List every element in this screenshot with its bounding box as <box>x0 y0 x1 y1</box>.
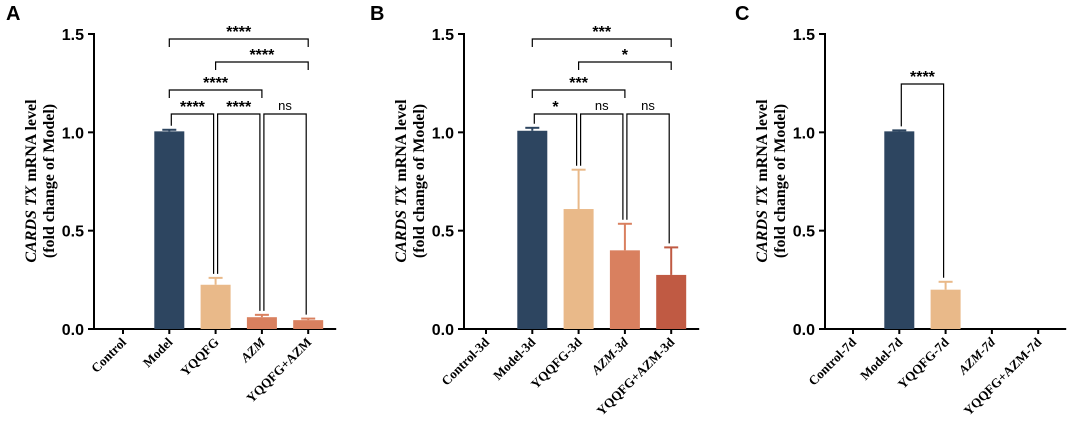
panel-0-sig-bracket-0 <box>168 38 309 47</box>
panel-0-sig-label-0: **** <box>226 24 252 41</box>
panel-1-sig-label-0: *** <box>592 24 611 41</box>
panel-1-sig-label-4: ns <box>595 98 609 113</box>
panel-1-bar-3 <box>609 250 640 329</box>
panel-1-ytick-label-0: 0.0 <box>432 322 454 339</box>
panel-1-xtick-label-1: Model-3d <box>490 334 539 383</box>
panel-1-xtick-label-2: YQQFG-3d <box>528 334 586 392</box>
panel-2-xtick-label-3: AZM-7d <box>955 334 999 378</box>
panel-2-ytick-label-2: 1.0 <box>793 125 815 142</box>
panel-0-sig-label-1: **** <box>249 47 275 64</box>
panel-2-sig-bracket-0 <box>900 83 945 278</box>
panel-0-bar-1 <box>154 131 185 329</box>
panel-1-sig-label-1: * <box>622 47 629 64</box>
panel-0-bar-4 <box>293 320 324 329</box>
panel-0-sig-bracket-3 <box>170 113 215 274</box>
panel-2-bar-2 <box>930 289 961 329</box>
panel-0-sig-label-3: **** <box>180 99 206 116</box>
panel-0-sig-label-5: ns <box>278 98 292 113</box>
panel-2-xtick-label-0: Control-7d <box>805 334 859 388</box>
panel-0-xtick-label-2: YQQFG <box>177 335 221 379</box>
panel-1-sig-bracket-5 <box>626 113 670 244</box>
panel-2-ylabel: CARDS TX mRNA level <box>754 99 771 263</box>
panel-2-letter: C <box>735 3 749 25</box>
panel-1-xtick-label-4: YQQFG+AZM-3d <box>594 334 678 418</box>
panel-1-letter: B <box>370 3 384 25</box>
panel-1-bar-1 <box>517 130 548 329</box>
panel-0-xtick-label-3: AZM <box>237 334 269 366</box>
panel-2-ytick-label-1: 0.5 <box>793 224 815 241</box>
panel-1-ytick-label-1: 0.5 <box>432 224 454 241</box>
panel-0-sig-bracket-5 <box>263 113 307 315</box>
panel-0-ytick-label-2: 1.0 <box>62 125 84 142</box>
panel-2-ylabel-2: (fold change of Model) <box>772 104 789 258</box>
panel-0-xtick-label-0: Control <box>88 334 129 375</box>
panel-0-sig-label-2: **** <box>203 75 229 92</box>
panel-1-xtick-label-3: AZM-3d <box>588 334 632 378</box>
panel-0-sig-bracket-2 <box>168 89 263 98</box>
panel-1-sig-label-3: * <box>552 99 559 116</box>
panel-0-xtick-label-1: Model <box>140 334 176 370</box>
panel-2-xtick-label-2: YQQFG-7d <box>895 334 953 392</box>
panel-1-bar-4 <box>656 274 687 329</box>
panel-1-sig-label-2: *** <box>569 75 588 92</box>
panel-1-sig-bracket-0 <box>531 38 672 47</box>
panel-1-sig-bracket-1 <box>578 61 672 70</box>
panel-0-ylabel: CARDS TX mRNA level <box>23 99 40 263</box>
panel-1-ylabel-2: (fold change of Model) <box>411 104 428 258</box>
panel-2-ytick-label-3: 1.5 <box>793 27 815 44</box>
panel-0-ytick-label-0: 0.0 <box>62 322 84 339</box>
panel-0-sig-bracket-1 <box>215 61 309 70</box>
panel-1-sig-label-5: ns <box>641 98 655 113</box>
panel-0-bar-2 <box>200 284 231 329</box>
panel-1-ytick-label-3: 1.5 <box>432 27 454 44</box>
panel-1-sig-bracket-4 <box>580 113 624 220</box>
panel-1-bar-2 <box>563 209 594 329</box>
panel-0-sig-bracket-4 <box>217 113 261 311</box>
panel-0-ytick-label-1: 0.5 <box>62 224 84 241</box>
panel-2-sig-label-0: **** <box>910 69 936 86</box>
panel-0-ytick-label-3: 1.5 <box>62 27 84 44</box>
panel-1-xtick-label-0: Control-3d <box>438 334 492 388</box>
panel-1-sig-bracket-2 <box>531 89 626 98</box>
panel-2-xtick-label-1: Model-7d <box>857 334 906 383</box>
panel-0-bar-3 <box>246 317 277 329</box>
panel-2-bar-1 <box>884 131 915 329</box>
panel-0-ylabel-2: (fold change of Model) <box>41 104 58 258</box>
panel-1-ytick-label-2: 1.0 <box>432 125 454 142</box>
panel-1-ylabel: CARDS TX mRNA level <box>393 99 410 263</box>
panel-2-ytick-label-0: 0.0 <box>793 322 815 339</box>
panel-0-letter: A <box>6 3 20 25</box>
panel-2-xtick-label-4: YQQFG+AZM-7d <box>961 334 1045 418</box>
panel-1-sig-bracket-3 <box>533 113 578 166</box>
panel-0-sig-label-4: **** <box>226 99 252 116</box>
